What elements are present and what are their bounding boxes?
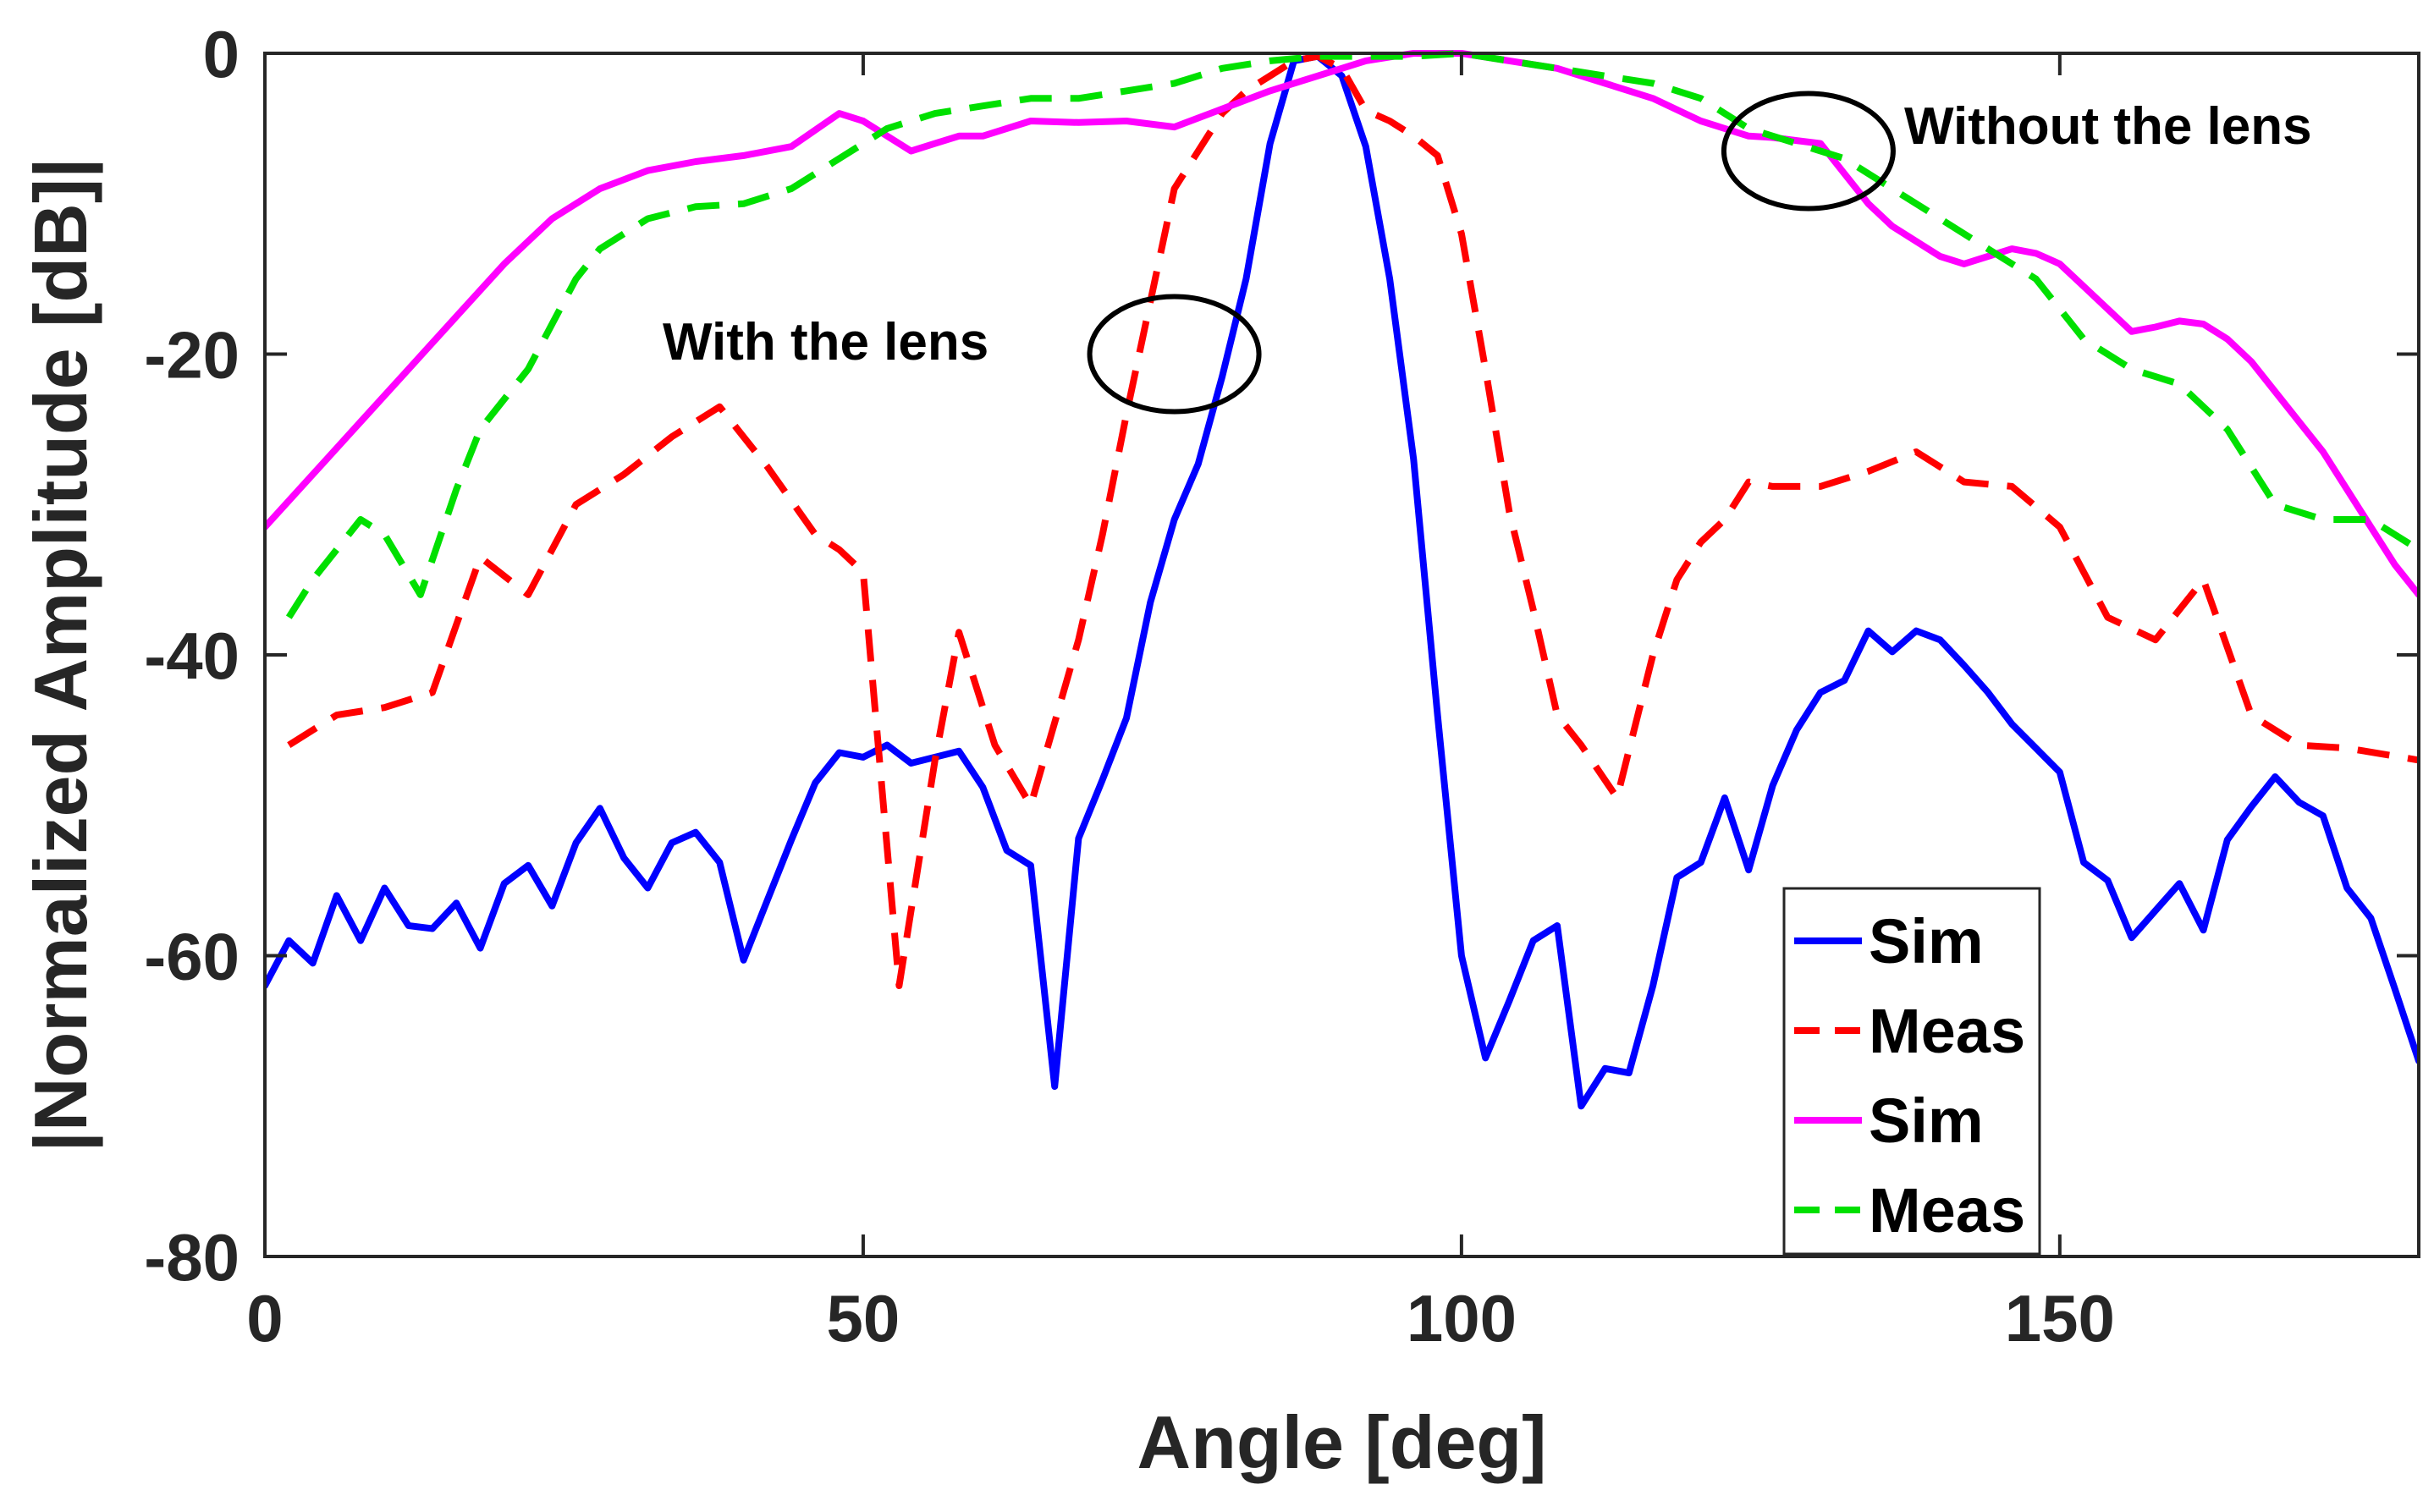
annotation-circle-with-lens xyxy=(1087,294,1262,415)
series-layer xyxy=(265,50,2419,1110)
x-axis-title: Angle [deg] xyxy=(1137,1400,1547,1484)
x-tick-label: 100 xyxy=(1407,1281,1517,1355)
annotation-circle-without-lens xyxy=(1721,91,1896,212)
legend-label-with-lens-sim: Sim xyxy=(1869,906,1984,976)
annotation-without-lens: Without the lens xyxy=(1904,97,2312,156)
legend-label-with-lens-meas: Meas xyxy=(1869,996,2025,1066)
y-tick-label: 0 xyxy=(203,17,240,91)
series-line-without-lens-meas xyxy=(285,50,2419,619)
y-tick-label: -80 xyxy=(144,1220,240,1295)
y-tick-label: -40 xyxy=(144,619,240,693)
legend-box xyxy=(1782,887,2041,1256)
legend-label-without-lens-sim: Sim xyxy=(1869,1086,1984,1156)
series-line-with-lens-meas xyxy=(287,52,2419,989)
legend-label-without-lens-meas: Meas xyxy=(1869,1175,2025,1245)
annotation-layer: With the lens Without the lens xyxy=(663,91,2312,415)
x-tick-label: 150 xyxy=(2005,1281,2115,1355)
x-tick-label: 50 xyxy=(827,1281,900,1355)
y-axis-title: |Normalized Amplitude [dB]| xyxy=(19,157,103,1152)
legend: Sim Meas Sim Meas xyxy=(1782,887,2041,1256)
series-line-without-lens-sim xyxy=(265,50,2419,598)
x-tick-label: 0 xyxy=(246,1281,283,1355)
axes-layer: 0 50 100 150 0 -20 -40 -60 -80 Angle [deg] |Normal… xyxy=(19,17,2420,1484)
y-tick-label: -60 xyxy=(144,920,240,994)
series-line-with-lens-sim xyxy=(265,52,2419,1110)
annotation-with-lens: With the lens xyxy=(663,313,988,371)
y-tick-label: -20 xyxy=(144,318,240,393)
